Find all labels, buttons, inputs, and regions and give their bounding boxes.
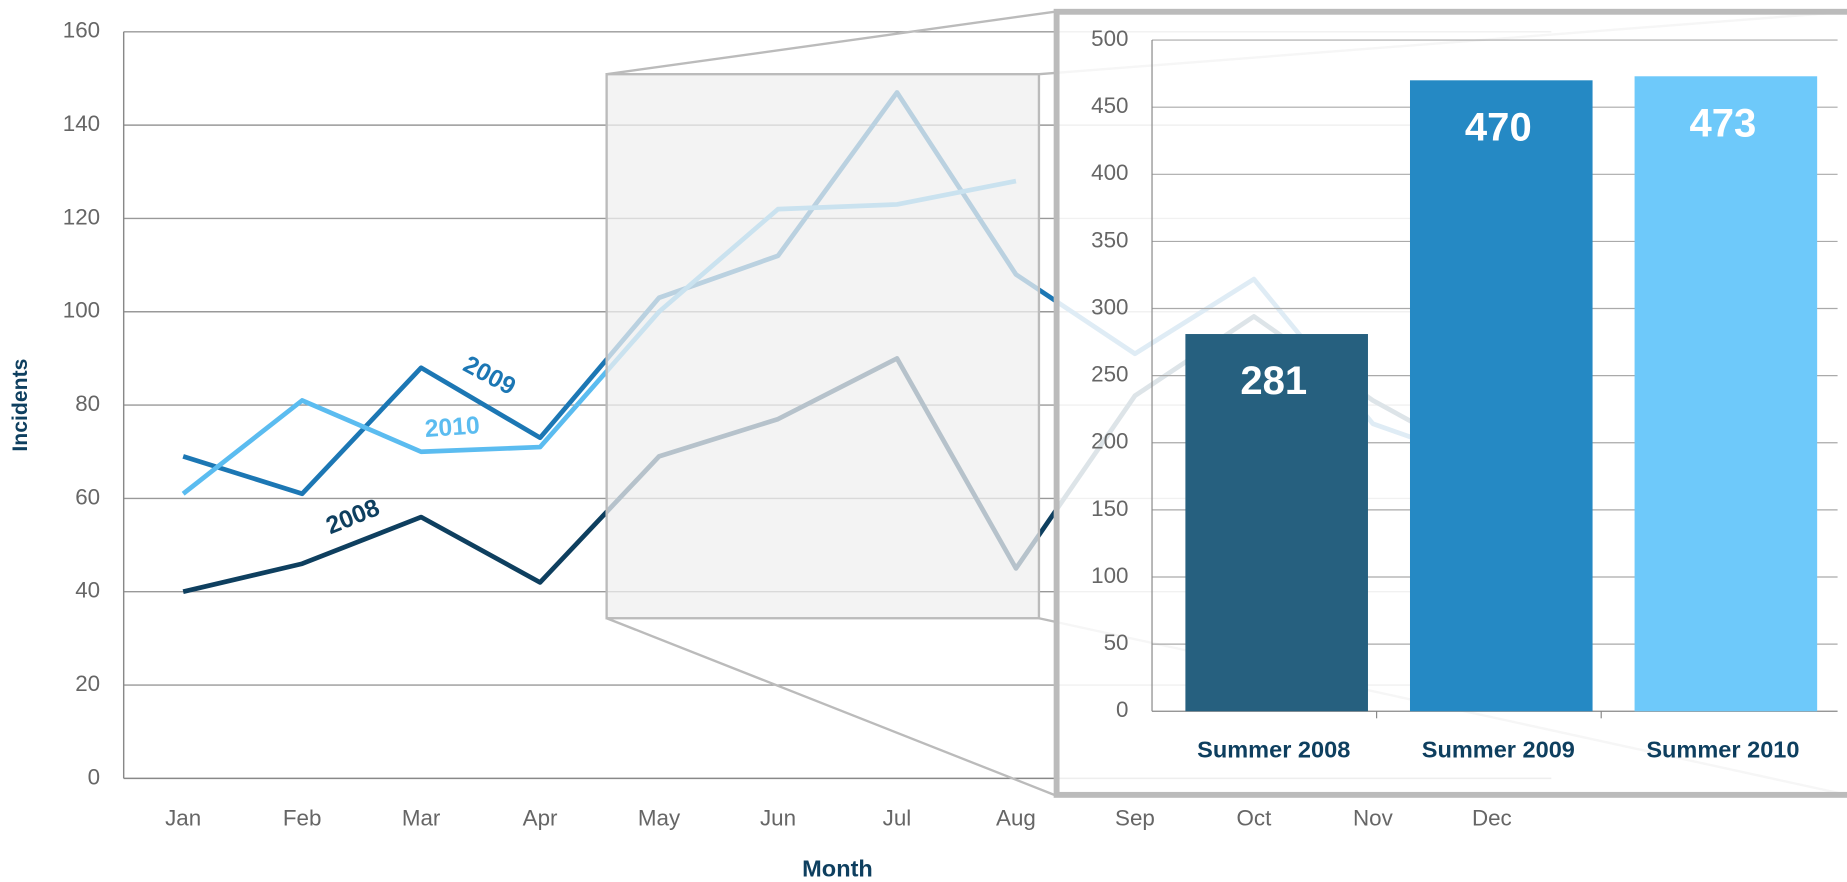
value-label: 473 — [1690, 101, 1757, 145]
y-tick-label: 350 — [1091, 227, 1128, 252]
bar — [1634, 76, 1818, 712]
x-tick-label: Summer 2009 — [1422, 737, 1575, 763]
x-tick-label: Mar — [402, 805, 441, 830]
x-tick-label: Feb — [283, 805, 322, 830]
y-tick-label: 120 — [63, 204, 100, 229]
x-tick-label: Summer 2010 — [1646, 737, 1799, 763]
y-tick-label: 100 — [63, 298, 100, 323]
y-tick-label: 250 — [1091, 362, 1128, 387]
x-tick-label: Sep — [1115, 805, 1155, 830]
bar — [1185, 334, 1368, 712]
x-tick-label: Jan — [165, 805, 201, 830]
y-tick-label: 20 — [75, 671, 100, 696]
x-tick-label: Nov — [1353, 805, 1394, 830]
value-label: 470 — [1465, 105, 1532, 149]
x-axis-label: Month — [802, 855, 873, 881]
x-tick-label: May — [638, 805, 681, 830]
y-tick-label: 150 — [1091, 496, 1128, 521]
y-tick-label: 50 — [1104, 630, 1129, 655]
y-tick-label: 450 — [1091, 93, 1128, 118]
bar-chart: 0 50 100 150 200 250 300 350 400 450 500 281 Summer … — [1091, 26, 1838, 763]
y-tick-label: 80 — [75, 391, 100, 416]
y-tick-label: 100 — [1091, 563, 1128, 588]
x-tick-label: Jun — [760, 805, 796, 830]
y-tick-label: 500 — [1091, 26, 1128, 51]
y-tick-label: 0 — [88, 764, 100, 789]
y-tick-label: 400 — [1091, 160, 1128, 185]
value-label: 281 — [1240, 359, 1307, 403]
y-tick-label: 40 — [75, 578, 100, 603]
series-label: 2010 — [424, 412, 481, 443]
x-tick-label: Summer 2008 — [1197, 737, 1350, 763]
y-axis-label: Incidents — [9, 359, 32, 452]
y-tick-label: 140 — [63, 111, 100, 136]
bar — [1409, 80, 1593, 712]
x-tick-label: Dec — [1472, 805, 1512, 830]
y-tick-label: 60 — [75, 484, 100, 509]
zoom-region — [605, 73, 1041, 620]
y-tick-label: 300 — [1091, 294, 1128, 319]
x-tick-label: Jul — [883, 805, 912, 830]
y-tick-label: 160 — [63, 18, 100, 43]
y-tick-label: 0 — [1116, 697, 1128, 722]
x-tick-label: Aug — [996, 805, 1036, 830]
connector — [606, 617, 1055, 796]
y-tick-label: 200 — [1091, 429, 1128, 454]
x-tick-label: Apr — [523, 805, 558, 830]
x-tick-label: Oct — [1237, 805, 1273, 830]
connector — [606, 10, 1055, 76]
